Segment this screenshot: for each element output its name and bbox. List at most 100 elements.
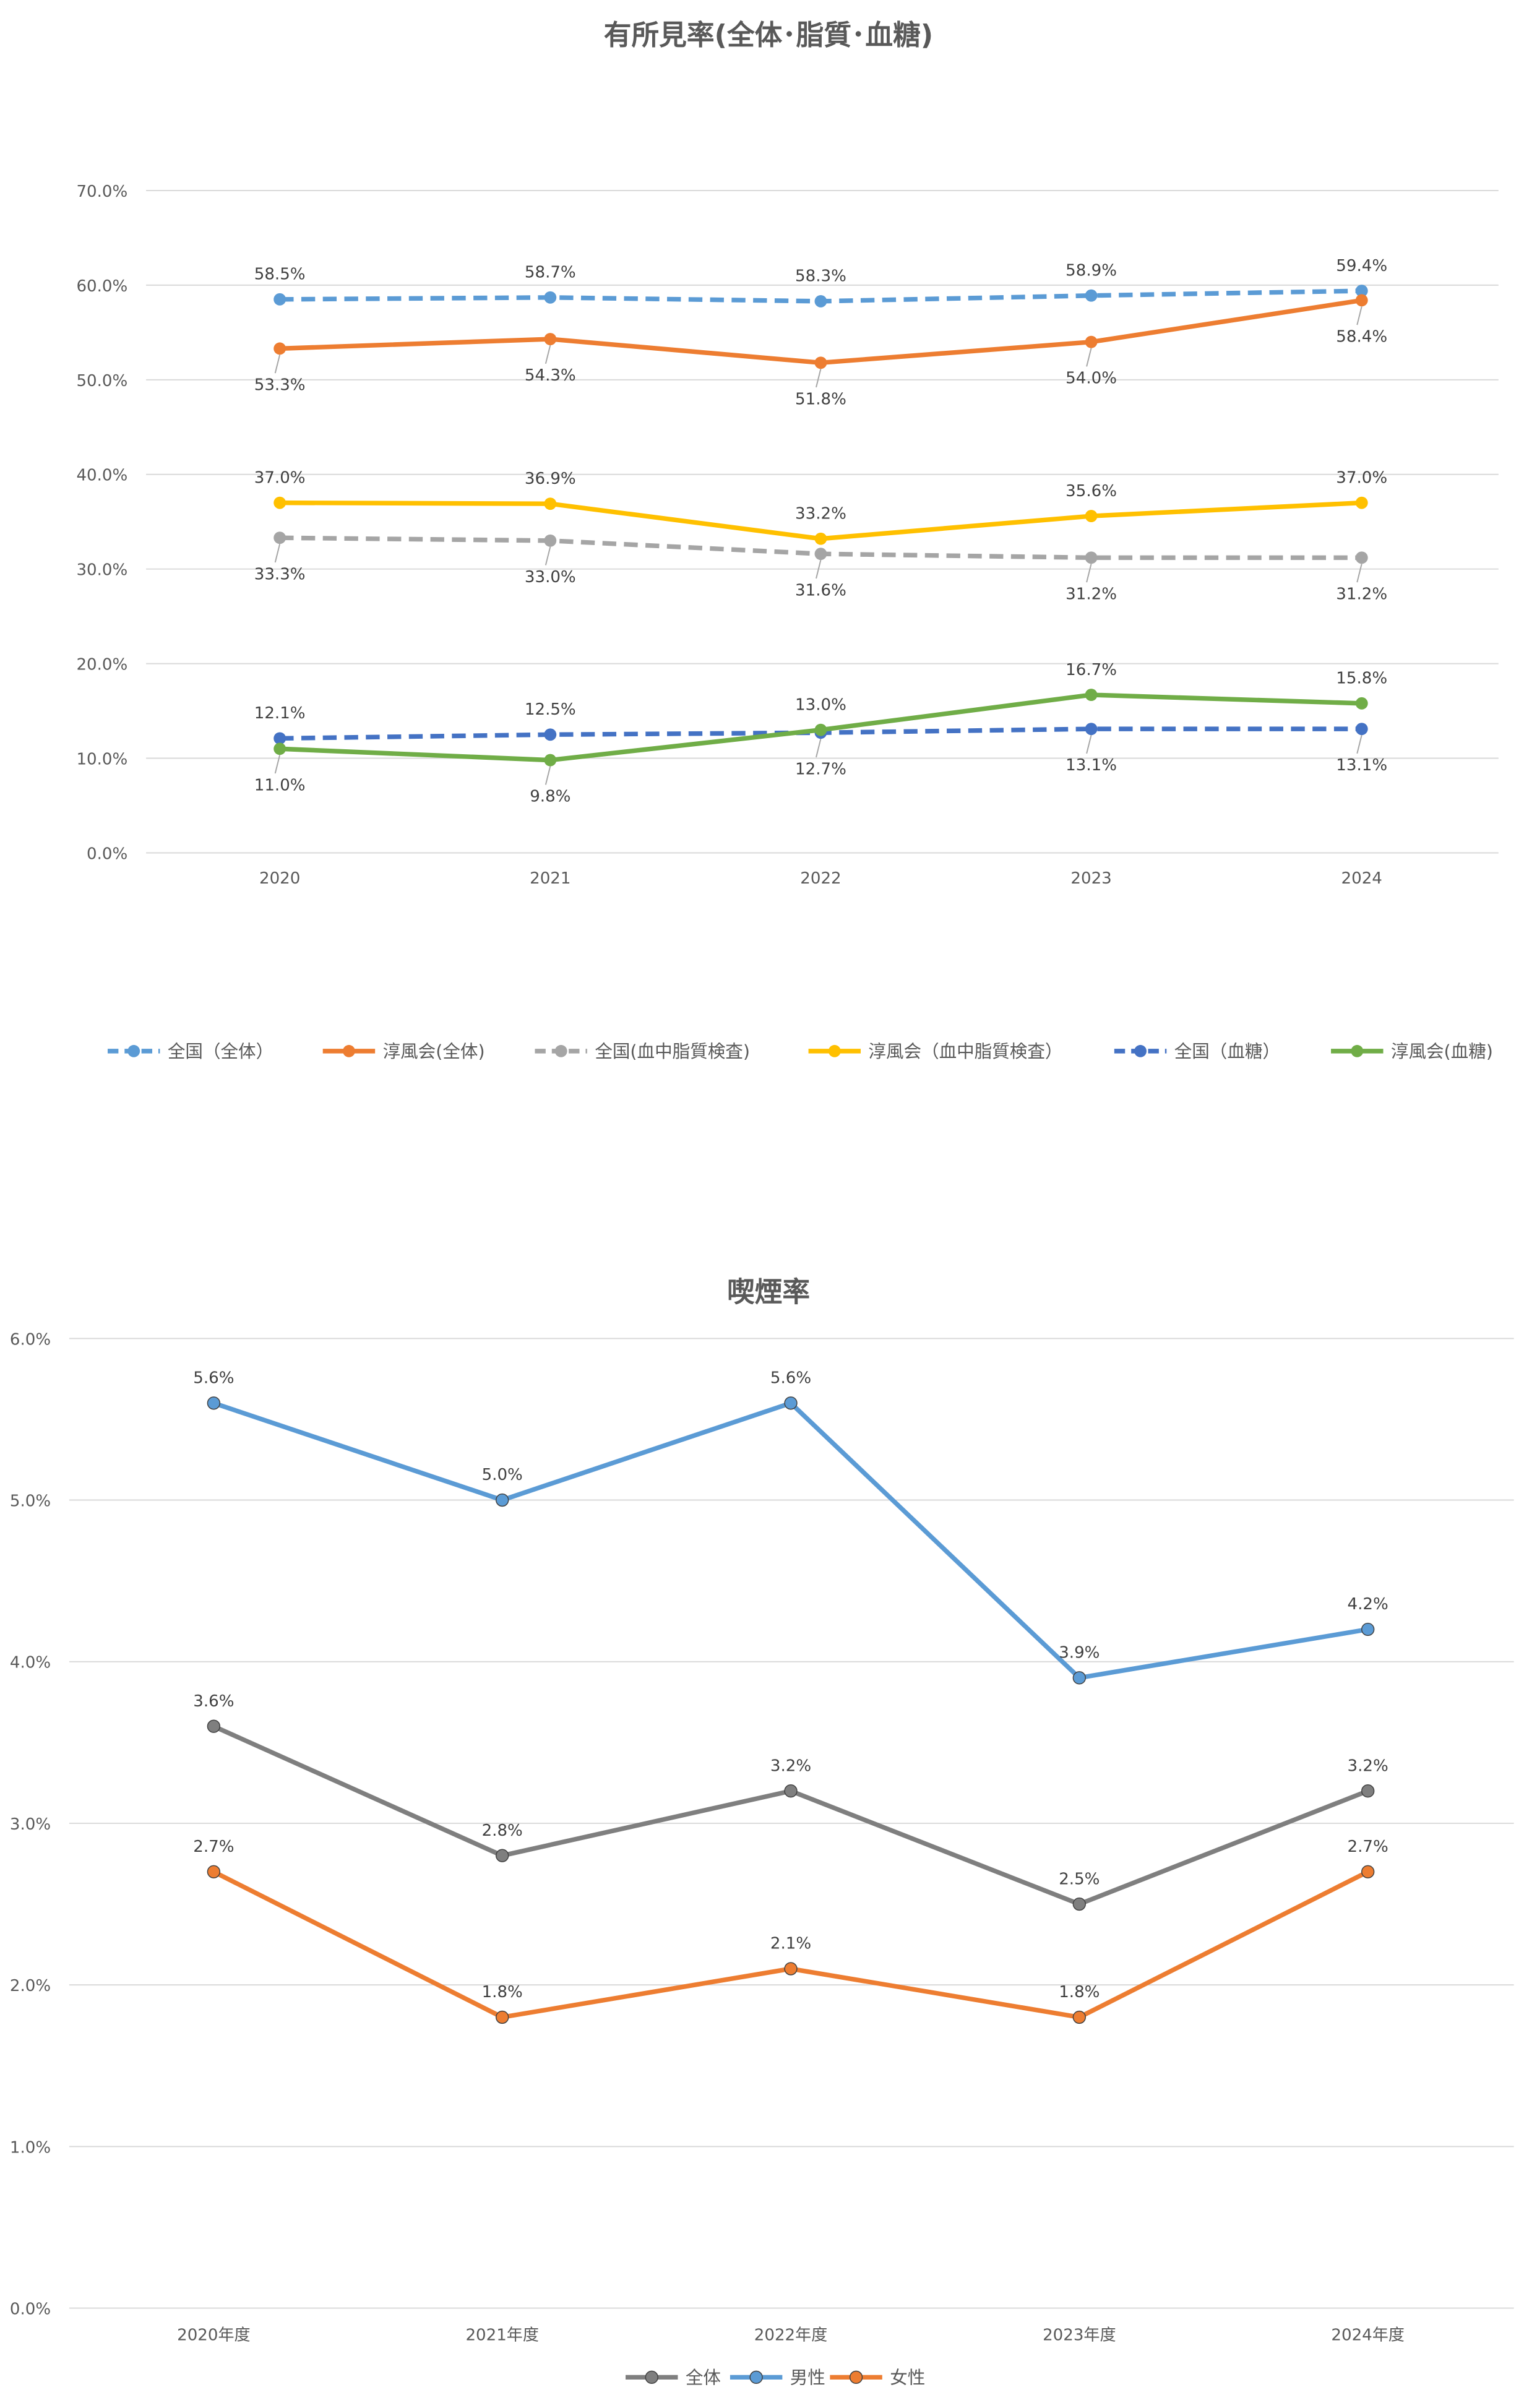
y-tick-label: 30.0% <box>76 561 127 580</box>
chart1-plot: 0.0% 10.0% 20.0% 30.0% 40.0% 50.0% 60.0% 70.0% 2… <box>76 183 1499 1062</box>
data-label: 33.0% <box>525 568 576 587</box>
data-point <box>1355 285 1368 298</box>
y-tick-label: 50.0% <box>76 372 127 390</box>
x-tick-label: 2024年度 <box>1331 2326 1404 2345</box>
data-label: 13.0% <box>795 695 846 714</box>
data-point <box>1355 551 1368 564</box>
chart2-plot: 0.0% 1.0% 2.0% 3.0% 4.0% 5.0% 6.0% 2020年度 2021年度… <box>10 1330 1514 2388</box>
legend-marker <box>828 1044 841 1057</box>
data-label: 58.9% <box>1066 261 1117 280</box>
data-point <box>207 1865 221 1878</box>
data-label: 1.8% <box>1059 1983 1100 2002</box>
legend-label: 淳風会(全体) <box>383 1041 485 1062</box>
data-label: 59.4% <box>1336 257 1387 275</box>
data-label: 58.4% <box>1336 327 1387 346</box>
data-point <box>814 723 827 736</box>
data-label: 2.5% <box>1059 1870 1100 1888</box>
data-label: 1.8% <box>482 1983 523 2002</box>
y-tick-label: 0.0% <box>10 2300 51 2318</box>
data-label: 37.0% <box>1336 468 1387 487</box>
legend-marker <box>343 1044 355 1057</box>
data-label: 5.6% <box>770 1369 811 1388</box>
leader-line <box>816 738 822 758</box>
data-label: 4.2% <box>1348 1595 1388 1614</box>
data-point <box>273 531 286 544</box>
data-point <box>784 1784 798 1798</box>
legend-marker <box>127 1044 140 1057</box>
data-label: 5.0% <box>482 1466 523 1484</box>
leader-line <box>1086 348 1092 367</box>
legend-marker <box>1351 1044 1364 1057</box>
data-point <box>496 1849 509 1862</box>
y-tick-label: 0.0% <box>87 845 127 863</box>
legend-label: 全国（全体） <box>168 1041 273 1062</box>
data-point <box>496 2010 509 2024</box>
x-tick-label: 2023年度 <box>1043 2326 1116 2345</box>
data-point <box>784 1396 798 1410</box>
y-tick-label: 70.0% <box>76 183 127 201</box>
data-label: 15.8% <box>1336 669 1387 688</box>
series-line-2 <box>213 1401 1369 1680</box>
data-point <box>1072 1671 1087 1685</box>
data-label: 2.8% <box>482 1821 523 1840</box>
data-label: 54.0% <box>1066 369 1117 388</box>
leader-line <box>816 559 822 579</box>
y-tick-label: 20.0% <box>76 656 127 674</box>
data-point <box>1085 551 1098 564</box>
data-point <box>273 293 286 306</box>
data-point <box>1361 1784 1375 1798</box>
data-label: 3.6% <box>193 1692 234 1711</box>
x-tick-label: 2022年度 <box>754 2326 827 2345</box>
data-label: 3.9% <box>1059 1644 1100 1662</box>
data-point <box>544 534 557 547</box>
legend-label: 女性 <box>890 2367 925 2388</box>
leader-line <box>816 369 822 388</box>
data-label: 54.3% <box>525 366 576 385</box>
data-point <box>1355 723 1368 736</box>
chart1-title: 有所見率(全体･脂質･血糖) <box>604 19 933 51</box>
data-point <box>544 333 557 346</box>
y-tick-label: 60.0% <box>76 277 127 296</box>
data-point <box>207 1396 221 1410</box>
legend-marker <box>645 2370 658 2384</box>
x-tick-label: 2020年度 <box>177 2326 250 2345</box>
leader-line <box>1356 564 1363 583</box>
leader-line <box>1086 564 1092 583</box>
data-point <box>544 728 557 741</box>
data-point <box>1355 496 1368 509</box>
data-point <box>1361 1865 1375 1878</box>
data-label: 2.7% <box>1348 1838 1388 1856</box>
data-point <box>1072 1897 1087 1911</box>
leader-line <box>274 543 281 563</box>
data-point <box>273 342 286 355</box>
y-tick-label: 6.0% <box>10 1330 51 1349</box>
data-label: 58.5% <box>254 265 306 284</box>
data-point <box>814 532 827 545</box>
data-label: 36.9% <box>525 470 576 488</box>
legend-label: 男性 <box>790 2367 825 2388</box>
x-tick-label: 2021年度 <box>465 2326 538 2345</box>
data-label: 16.7% <box>1066 661 1117 679</box>
data-label: 3.2% <box>1348 1757 1388 1775</box>
data-label: 31.6% <box>795 581 846 600</box>
y-tick-label: 10.0% <box>76 750 127 768</box>
data-label: 33.3% <box>254 565 306 583</box>
x-tick-label: 2020 <box>259 869 300 888</box>
legend-marker <box>1134 1044 1147 1057</box>
data-point <box>814 548 827 561</box>
data-point <box>273 732 286 745</box>
x-tick-label: 2022 <box>800 869 841 888</box>
data-label: 58.3% <box>795 267 846 286</box>
leader-line <box>545 345 551 364</box>
data-point <box>814 356 827 369</box>
data-point <box>1355 697 1368 710</box>
series-line-2 <box>280 298 1363 366</box>
data-point <box>1085 335 1098 348</box>
x-tick-label: 2021 <box>530 869 570 888</box>
legend-label: 淳風会（血中脂質検査） <box>868 1041 1062 1062</box>
data-point <box>1085 723 1098 736</box>
data-label: 2.1% <box>770 1935 811 1953</box>
legend-marker <box>749 2370 763 2384</box>
data-point <box>1361 1622 1375 1636</box>
